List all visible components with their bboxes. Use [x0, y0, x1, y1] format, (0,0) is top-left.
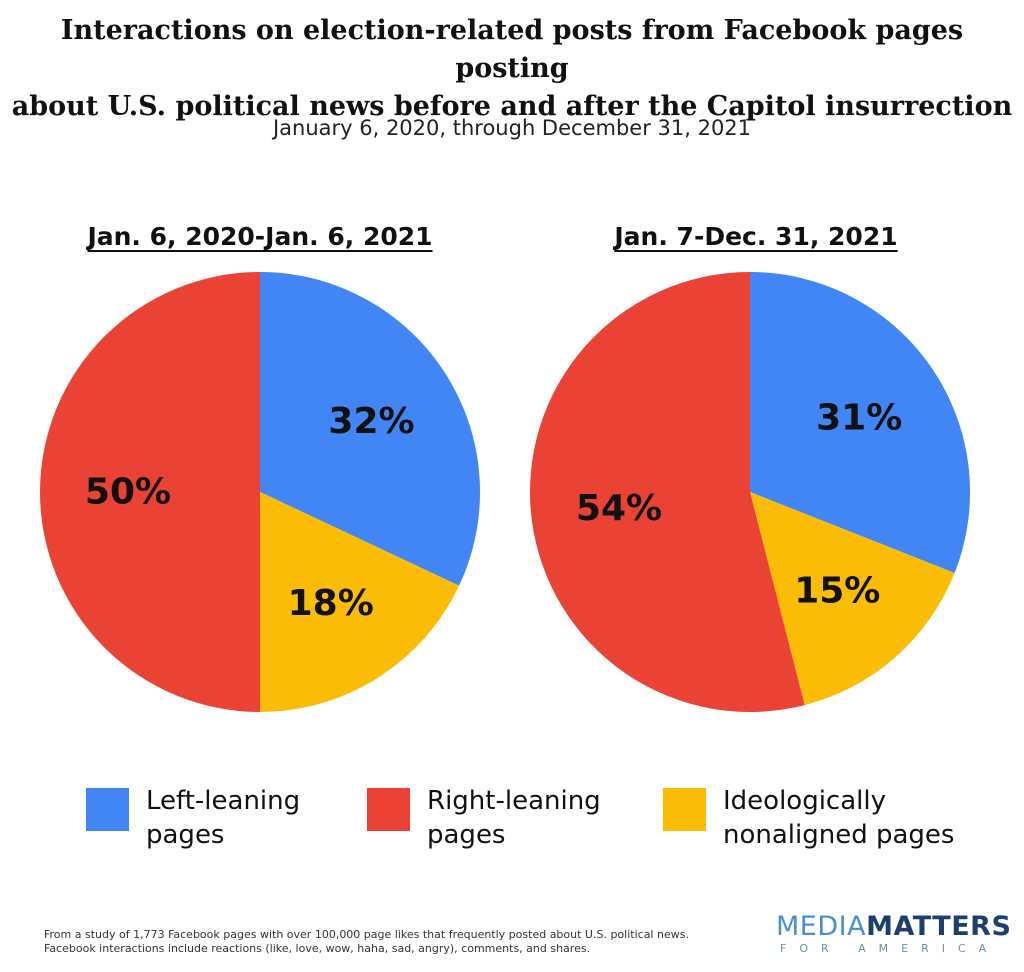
- pie-0-slice-right-leaning-pages: [40, 272, 260, 712]
- media-matters-logo: MEDIAMATTERS FOR AMERICA: [776, 911, 1011, 956]
- pie-0-slice-ideologically-nonaligned-pages: [260, 492, 460, 712]
- legend-label-left-leaning: Left-leaning pages: [146, 786, 301, 850]
- pie-0-label-ideologically-nonaligned-pages: 18%: [288, 583, 374, 624]
- chart-title-line-1: Interactions on election-related posts f…: [60, 15, 964, 84]
- footnote-line-2: Facebook interactions include reactions …: [44, 942, 591, 955]
- legend-item-nonaligned: Ideologically nonaligned pages: [663, 784, 963, 852]
- chart-subtitle: January 6, 2020, through December 31, 20…: [272, 116, 752, 140]
- logo-text-matters: MATTERS: [866, 911, 1012, 942]
- legend-item-right-leaning: Right-leaning pages: [367, 784, 667, 852]
- pie-title-before: Jan. 6, 2020-Jan. 6, 2021: [87, 222, 433, 251]
- legend-label-nonaligned: Ideologically nonaligned pages: [723, 786, 955, 850]
- legend-item-left-leaning: Left-leaning pages: [86, 784, 386, 852]
- chart-title: Interactions on election-related posts f…: [0, 12, 1024, 126]
- logo-text-for-america: FOR AMERICA: [780, 942, 1000, 955]
- footnote: From a study of 1,773 Facebook pages wit…: [44, 928, 724, 956]
- legend-swatch-nonaligned: [663, 788, 706, 831]
- legend: Left-leaning pages Right-leaning pages I…: [0, 784, 1024, 864]
- pie-title-after: Jan. 7-Dec. 31, 2021: [614, 222, 898, 251]
- legend-swatch-right-leaning: [367, 788, 410, 831]
- legend-swatch-left-leaning: [86, 788, 129, 831]
- chart-title-line-2: about U.S. political news before and aft…: [11, 91, 1013, 122]
- pie-0-label-left-leaning-pages: 32%: [328, 401, 414, 442]
- pie-1-slice-left-leaning-pages: [750, 272, 971, 573]
- logo-text-media: MEDIA: [776, 911, 867, 942]
- pie-1-label-right-leaning-pages: 54%: [576, 488, 662, 529]
- pie-1-slice-ideologically-nonaligned-pages: [750, 492, 955, 706]
- pie-1-label-left-leaning-pages: 31%: [816, 397, 902, 438]
- pie-1-label-ideologically-nonaligned-pages: 15%: [794, 571, 880, 612]
- pie-0-label-right-leaning-pages: 50%: [85, 472, 171, 513]
- pie-0-slice-left-leaning-pages: [260, 272, 480, 586]
- legend-label-right-leaning: Right-leaning pages: [427, 786, 601, 850]
- pie-1-slice-right-leaning-pages: [530, 272, 805, 713]
- footnote-line-1: From a study of 1,773 Facebook pages wit…: [44, 928, 689, 941]
